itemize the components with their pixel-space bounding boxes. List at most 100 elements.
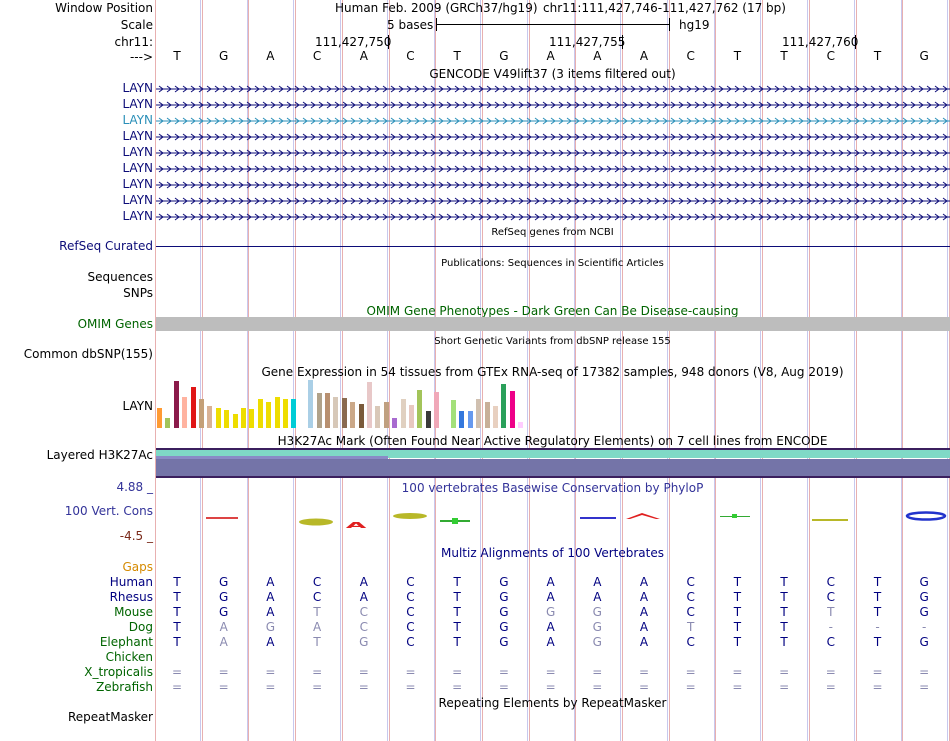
gtex-tissue-bar[interactable] — [409, 405, 414, 428]
gencode-gene-label[interactable]: LAYN — [122, 81, 153, 95]
cons-logo[interactable]: A — [0, 505, 950, 530]
gencode-transcript[interactable] — [156, 210, 950, 224]
gencode-transcript[interactable] — [156, 114, 950, 128]
cons-title[interactable]: 100 vertebrates Basewise Conservation by… — [401, 481, 704, 495]
gtex-tissue-bar[interactable] — [358, 404, 364, 428]
gtex-gene-label[interactable]: LAYN — [122, 399, 153, 413]
gencode-transcript[interactable] — [156, 194, 950, 208]
gencode-gene-label[interactable]: LAYN — [122, 193, 153, 207]
gtex-tissue-bar[interactable] — [165, 418, 171, 428]
repeatmasker-label[interactable]: RepeatMasker — [67, 710, 153, 724]
strand-label[interactable]: ---> — [129, 50, 153, 64]
gtex-tissue-bar[interactable] — [308, 380, 314, 428]
publications-label[interactable]: Sequences — [87, 270, 153, 284]
species-label[interactable]: Rhesus — [109, 590, 153, 604]
multiz-title[interactable]: Multiz Alignments of 100 Vertebrates — [440, 546, 665, 560]
gtex-tissue-bar[interactable] — [400, 399, 406, 428]
repeatmasker-title[interactable]: Repeating Elements by RepeatMasker — [438, 696, 667, 710]
gtex-tissue-bar[interactable] — [283, 399, 288, 428]
gtex-tissue-bar[interactable] — [241, 408, 246, 428]
gtex-tissue-bar[interactable] — [350, 402, 356, 428]
gencode-gene-label[interactable]: LAYN — [122, 161, 153, 175]
gtex-tissue-bar[interactable] — [274, 397, 280, 428]
h3k27ac-signal-main[interactable] — [156, 459, 950, 476]
gtex-tissue-bar[interactable] — [232, 414, 238, 428]
gencode-gene-label[interactable]: LAYN — [122, 145, 153, 159]
gencode-gene-label[interactable]: LAYN — [122, 97, 153, 111]
gencode-gene-label[interactable]: LAYN — [122, 113, 153, 127]
gtex-tissue-bar[interactable] — [199, 399, 204, 428]
gtex-expression-bars[interactable] — [157, 380, 537, 428]
gaps-label[interactable]: Gaps — [122, 560, 153, 574]
h3k27ac-label[interactable]: Layered H3K27Ac — [46, 448, 153, 462]
gencode-transcript[interactable] — [156, 178, 950, 192]
gtex-tissue-bar[interactable] — [215, 408, 221, 428]
omim-label[interactable]: OMIM Genes — [77, 317, 153, 331]
gtex-tissue-bar[interactable] — [451, 400, 456, 428]
h3k27ac-title[interactable]: H3K27Ac Mark (Often Found Near Active Re… — [277, 434, 828, 448]
species-label[interactable]: Human — [109, 575, 153, 589]
window-position-label[interactable]: Window Position — [55, 1, 153, 15]
refseq-title[interactable]: RefSeq genes from NCBI — [491, 227, 614, 238]
gencode-transcript[interactable] — [156, 130, 950, 144]
gtex-tissue-bar[interactable] — [325, 393, 330, 428]
gencode-title[interactable]: GENCODE V49lift37 (3 items filtered out) — [429, 67, 676, 81]
scale-label[interactable]: Scale — [120, 18, 153, 32]
gtex-tissue-bar[interactable] — [190, 387, 196, 428]
gtex-tissue-bar[interactable] — [333, 397, 339, 428]
gtex-tissue-bar[interactable] — [392, 418, 398, 428]
chr-label[interactable]: chr11: — [114, 35, 153, 49]
gtex-tissue-bar[interactable] — [509, 391, 515, 428]
gtex-tissue-bar[interactable] — [224, 410, 230, 428]
gtex-tissue-bar[interactable] — [383, 402, 389, 428]
gtex-tissue-bar[interactable] — [476, 399, 482, 428]
gtex-tissue-bar[interactable] — [493, 406, 498, 428]
gtex-tissue-bar[interactable] — [291, 399, 297, 428]
dbsnp-title[interactable]: Short Genetic Variants from dbSNP releas… — [434, 336, 671, 347]
species-label[interactable]: Chicken — [105, 650, 153, 664]
publications-title[interactable]: Publications: Sequences in Scientific Ar… — [441, 258, 664, 269]
gtex-tissue-bar[interactable] — [207, 406, 213, 428]
gtex-tissue-bar[interactable] — [501, 384, 507, 428]
omim-title[interactable]: OMIM Gene Phenotypes - Dark Green Can Be… — [366, 304, 739, 318]
refseq-label[interactable]: RefSeq Curated — [59, 239, 153, 253]
gtex-tissue-bar[interactable] — [484, 402, 490, 428]
aligned-base: G — [919, 590, 929, 604]
species-label[interactable]: Zebrafish — [96, 680, 153, 694]
species-label[interactable]: X_tropicalis — [84, 665, 153, 679]
omim-feature[interactable] — [156, 317, 950, 331]
gencode-transcript[interactable] — [156, 146, 950, 160]
gencode-transcript[interactable] — [156, 82, 950, 96]
gtex-tissue-bar[interactable] — [459, 411, 465, 428]
dbsnp-label[interactable]: Common dbSNP(155) — [23, 347, 153, 361]
species-label[interactable]: Dog — [128, 620, 153, 634]
refseq-gene-line[interactable] — [156, 246, 950, 247]
gtex-tissue-bar[interactable] — [375, 406, 381, 428]
gtex-tissue-bar[interactable] — [157, 408, 162, 428]
gtex-tissue-bar[interactable] — [367, 382, 372, 428]
species-label[interactable]: Mouse — [114, 605, 153, 619]
gtex-tissue-bar[interactable] — [425, 411, 431, 428]
species-label[interactable]: Elephant — [99, 635, 153, 649]
gtex-tissue-bar[interactable] — [173, 381, 179, 428]
gtex-title[interactable]: Gene Expression in 54 tissues from GTEx … — [261, 365, 844, 379]
h3k27ac-signal-blue[interactable] — [156, 456, 388, 459]
gencode-gene-label[interactable]: LAYN — [122, 177, 153, 191]
gtex-tissue-bar[interactable] — [341, 398, 347, 428]
gtex-tissue-bar[interactable] — [518, 422, 524, 428]
gtex-tissue-bar[interactable] — [434, 392, 440, 428]
snps-label[interactable]: SNPs — [123, 286, 153, 300]
h3k27ac-signal-cyan[interactable] — [156, 450, 950, 458]
gencode-gene-label[interactable]: LAYN — [122, 129, 153, 143]
gtex-tissue-bar[interactable] — [467, 411, 473, 428]
gtex-tissue-bar[interactable] — [257, 399, 263, 428]
gtex-tissue-bar[interactable] — [417, 390, 423, 428]
gencode-transcript[interactable] — [156, 162, 950, 176]
gtex-tissue-bar[interactable] — [182, 397, 188, 428]
gencode-gene-label[interactable]: LAYN — [122, 209, 153, 223]
cons-label[interactable]: 100 Vert. Cons — [64, 504, 153, 518]
gtex-tissue-bar[interactable] — [266, 402, 272, 428]
gtex-tissue-bar[interactable] — [316, 393, 322, 428]
gtex-tissue-bar[interactable] — [249, 409, 255, 428]
gencode-transcript[interactable] — [156, 98, 950, 112]
